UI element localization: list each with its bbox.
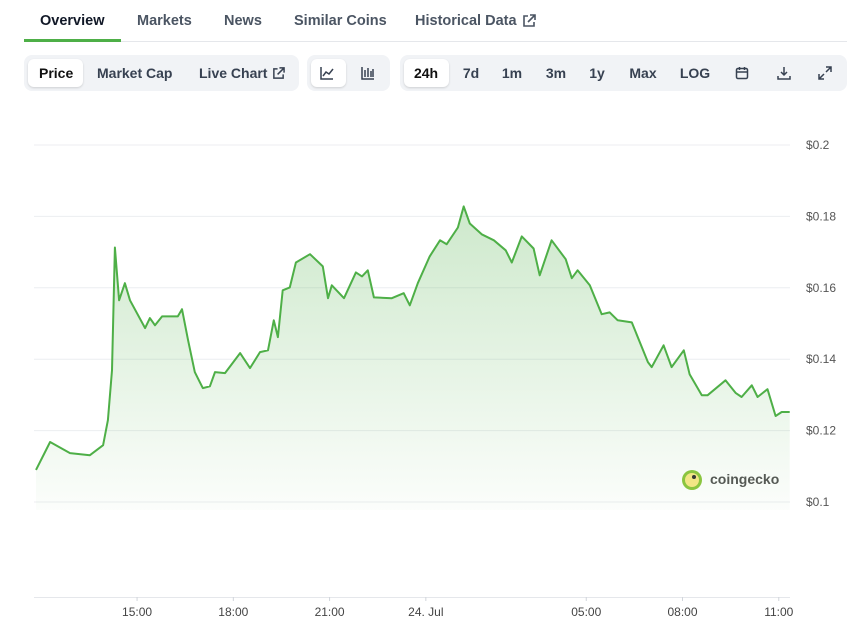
- y-tick-label: $0.2: [806, 138, 830, 152]
- x-tick-label: 21:00: [315, 605, 345, 619]
- calendar-icon[interactable]: [735, 66, 749, 80]
- y-tick-label: $0.18: [806, 209, 836, 223]
- tab[interactable]: Historical Data: [415, 13, 517, 29]
- series-button[interactable]: Price: [39, 65, 74, 81]
- line-chart-icon[interactable]: [320, 66, 334, 80]
- tab[interactable]: News: [224, 13, 262, 29]
- range-button[interactable]: 1y: [589, 65, 605, 81]
- price-line: [35, 205, 790, 471]
- range-button[interactable]: LOG: [679, 65, 711, 81]
- fullscreen-icon[interactable]: [818, 66, 832, 80]
- x-tick-label: 24. Jul: [408, 605, 443, 619]
- y-tick-label: $0.14: [806, 352, 836, 366]
- selected-bg: [28, 59, 83, 87]
- external-icon: [273, 67, 285, 79]
- y-tick-label: $0.12: [806, 424, 836, 438]
- range-button[interactable]: 7d: [462, 65, 480, 81]
- x-tick-label: 15:00: [122, 605, 152, 619]
- x-tick-label: 08:00: [667, 605, 697, 619]
- series-button[interactable]: Live Chart: [199, 65, 268, 81]
- selected-bg: [404, 59, 449, 87]
- external-icon: [523, 14, 536, 27]
- range-button[interactable]: 3m: [545, 65, 567, 81]
- candle-chart-icon[interactable]: [361, 66, 375, 80]
- range-button[interactable]: Max: [629, 65, 657, 81]
- x-tick-label: 05:00: [571, 605, 601, 619]
- tab[interactable]: Overview: [40, 13, 105, 29]
- download-icon[interactable]: [777, 66, 791, 80]
- price-area: [36, 206, 790, 510]
- range-button[interactable]: 24h: [413, 65, 439, 81]
- tab-underline: [24, 39, 121, 42]
- series-button[interactable]: Market Cap: [97, 65, 173, 81]
- tab[interactable]: Similar Coins: [294, 13, 387, 29]
- y-tick-label: $0.1: [806, 495, 830, 509]
- range-button[interactable]: 1m: [501, 65, 523, 81]
- x-tick-label: 18:00: [218, 605, 248, 619]
- tab[interactable]: Markets: [137, 13, 192, 29]
- y-tick-label: $0.16: [806, 281, 836, 295]
- range-group: [400, 55, 847, 91]
- x-tick-label: 11:00: [764, 605, 793, 619]
